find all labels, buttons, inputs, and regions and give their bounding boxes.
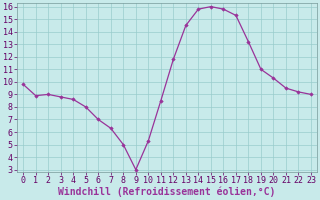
X-axis label: Windchill (Refroidissement éolien,°C): Windchill (Refroidissement éolien,°C)	[58, 187, 276, 197]
